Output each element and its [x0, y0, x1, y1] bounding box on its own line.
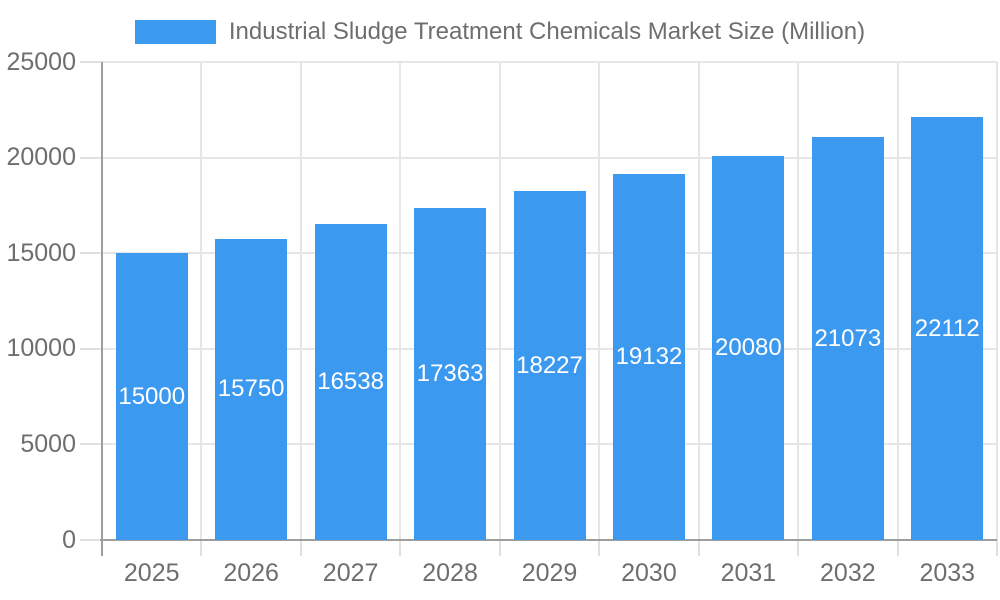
x-axis-label: 2033: [919, 559, 976, 587]
x-axis-label: 2025: [123, 559, 180, 587]
gridline-vertical: [498, 62, 501, 540]
bar-2025[interactable]: 15000: [115, 253, 188, 540]
legend-label[interactable]: Industrial Sludge Treatment Chemicals Ma…: [228, 18, 866, 45]
y-axis-tick: [80, 61, 102, 63]
y-axis-tick: [80, 156, 102, 159]
legend: Industrial Sludge Treatment Chemicals Ma…: [0, 15, 1000, 49]
gridline-horizontal: [102, 156, 997, 159]
x-axis-tick: [399, 540, 402, 556]
bar-2029[interactable]: 18227: [513, 191, 586, 540]
x-axis-line: [100, 539, 997, 541]
gridline-vertical: [996, 62, 998, 540]
x-axis-label: 2032: [820, 559, 876, 587]
y-axis-label: 20000: [6, 143, 76, 172]
x-axis-tick: [697, 540, 700, 556]
gridline-vertical: [598, 62, 601, 540]
y-axis-tick: [80, 539, 102, 541]
x-axis-label: 2027: [322, 559, 379, 587]
bar-2030[interactable]: 19132: [612, 174, 685, 540]
y-axis-tick: [80, 443, 102, 446]
x-axis-tick: [896, 540, 899, 556]
gridline-vertical: [399, 62, 402, 540]
x-axis-tick: [996, 540, 998, 556]
gridline-vertical: [697, 62, 700, 540]
bar-value-label: 15750: [217, 375, 285, 403]
x-axis-label: 2031: [720, 559, 777, 587]
y-axis-label: 0: [62, 525, 76, 554]
x-axis-tick: [200, 540, 203, 556]
bar-value-label: 18227: [516, 351, 583, 379]
x-axis-tick: [598, 540, 601, 556]
y-axis-tick: [80, 347, 102, 350]
y-axis-line: [101, 62, 103, 556]
bar-2033[interactable]: 22112: [911, 117, 984, 540]
y-axis-label: 15000: [6, 238, 76, 267]
bar-2026[interactable]: 15750: [215, 238, 288, 540]
x-axis-label: 2026: [223, 559, 279, 587]
bar-value-label: 17363: [416, 360, 484, 387]
gridline-horizontal: [102, 61, 997, 63]
bar-value-label: 20080: [715, 334, 782, 362]
gridline-vertical: [797, 62, 800, 540]
bar-value-label: 15000: [118, 382, 186, 410]
y-axis-label: 25000: [6, 47, 76, 76]
bar-2031[interactable]: 20080: [712, 156, 785, 540]
x-axis-tick: [797, 540, 800, 556]
bar-value-label: 19132: [615, 343, 683, 371]
gridline-vertical: [299, 62, 302, 540]
bar-2027[interactable]: 16538: [314, 223, 387, 540]
x-axis-tick: [498, 540, 501, 556]
bar-value-label: 16538: [317, 367, 384, 395]
gridline-vertical: [200, 62, 203, 540]
gridline-vertical: [896, 62, 899, 540]
bar-2028[interactable]: 17363: [414, 208, 487, 540]
y-axis-label: 5000: [20, 429, 76, 458]
x-axis-label: 2028: [422, 559, 478, 587]
legend-swatch[interactable]: [134, 20, 216, 44]
y-axis-label: 10000: [6, 334, 76, 363]
bar-value-label: 21073: [814, 324, 882, 352]
y-axis-tick: [80, 252, 102, 255]
x-axis-label: 2029: [521, 559, 578, 587]
x-axis-label: 2030: [621, 559, 677, 587]
x-axis-tick: [299, 540, 302, 556]
bar-value-label: 22112: [914, 314, 980, 342]
bar-2032[interactable]: 21073: [811, 137, 884, 540]
